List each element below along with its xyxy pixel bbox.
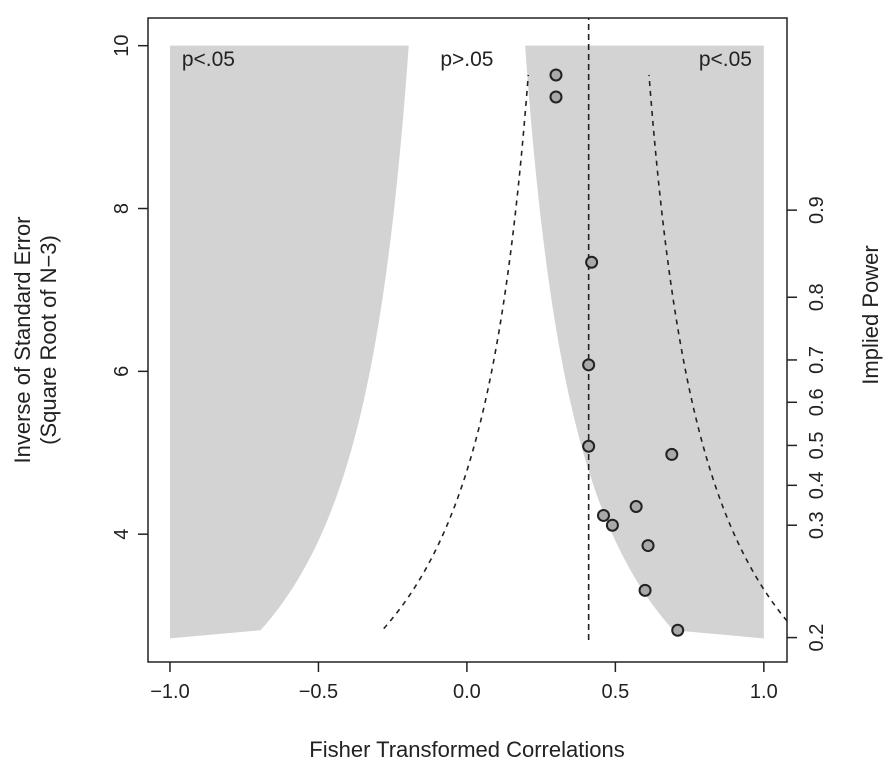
x-tick-label: 0.5: [601, 681, 629, 703]
y2-tick-label: 0.9: [806, 196, 828, 224]
data-point: [641, 539, 655, 553]
y-tick-label: 8: [111, 203, 133, 214]
x-tick-label: −1.0: [150, 681, 189, 703]
data-point: [582, 358, 596, 372]
significant-region-left: [169, 45, 409, 639]
data-point: [596, 508, 610, 522]
x-tick-label: 1.0: [750, 681, 778, 703]
region-label: p<.05: [182, 48, 235, 71]
y2-tick-label: 0.3: [806, 511, 828, 539]
significant-region-right: [525, 45, 764, 639]
y-tick-label: 4: [111, 529, 133, 540]
y2-tick-label: 0.7: [806, 346, 828, 374]
data-point: [671, 623, 685, 637]
y2-tick-label: 0.2: [806, 624, 828, 652]
y2-axis-label: Implied Power: [858, 245, 883, 384]
y2-tick-label: 0.4: [806, 471, 828, 499]
y-tick-label: 10: [111, 35, 133, 57]
y2-tick-label: 0.8: [806, 283, 828, 311]
y-axis-label-line2: (Square Root of N−3): [36, 235, 61, 445]
y2-tick-label: 0.6: [806, 388, 828, 416]
region-label: p<.05: [699, 48, 752, 71]
data-point: [665, 447, 679, 461]
data-point: [549, 68, 563, 82]
data-point: [629, 499, 643, 513]
region-label: p>.05: [440, 48, 493, 71]
y-axis-label-line1: Inverse of Standard Error: [10, 216, 35, 463]
x-tick-label: −0.5: [299, 681, 338, 703]
y-tick-label: 6: [111, 366, 133, 377]
data-point: [605, 518, 619, 532]
data-point: [585, 255, 599, 269]
x-axis-label: Fisher Transformed Correlations: [309, 737, 624, 762]
data-point: [638, 583, 652, 597]
x-tick-label: 0.0: [453, 681, 481, 703]
data-point: [582, 439, 596, 453]
data-point: [549, 90, 563, 104]
funnel-bound-lower: [383, 74, 530, 630]
funnel-bound-upper: [648, 74, 787, 623]
y2-tick-label: 0.5: [806, 432, 828, 460]
